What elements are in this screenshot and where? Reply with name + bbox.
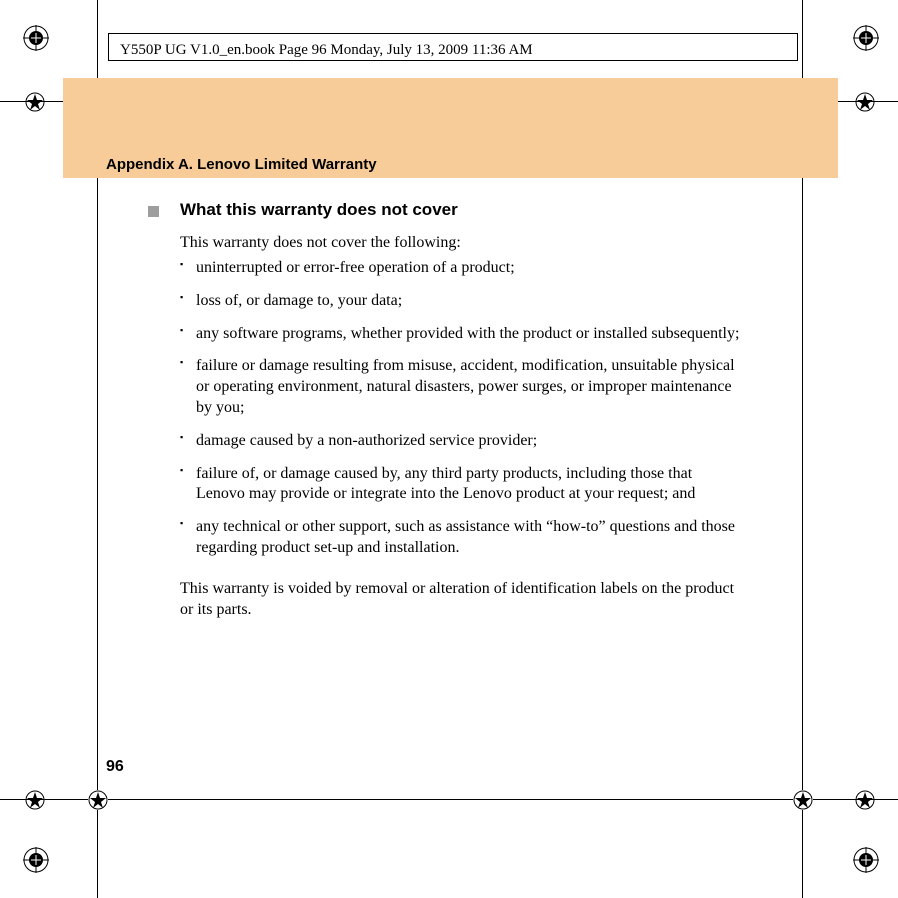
page-number: 96 bbox=[106, 758, 124, 776]
bullet-item: failure of, or damage caused by, any thi… bbox=[180, 464, 740, 506]
registration-mark-bl bbox=[23, 847, 49, 873]
intro-text: This warranty does not cover the followi… bbox=[180, 234, 461, 252]
bullet-item: damage caused by a non-authorized servic… bbox=[180, 431, 740, 452]
section-heading: What this warranty does not cover bbox=[180, 200, 458, 220]
bullet-item: failure or damage resulting from misuse,… bbox=[180, 356, 740, 418]
section-bullet bbox=[148, 206, 159, 217]
header-text: Y550P UG V1.0_en.book Page 96 Monday, Ju… bbox=[120, 42, 533, 59]
appendix-title: Appendix A. Lenovo Limited Warranty bbox=[106, 156, 377, 173]
bullet-item: loss of, or damage to, your data; bbox=[180, 291, 740, 312]
bullet-list: uninterrupted or error-free operation of… bbox=[180, 258, 740, 571]
bullet-item: any technical or other support, such as … bbox=[180, 517, 740, 559]
bullet-item: uninterrupted or error-free operation of… bbox=[180, 258, 740, 279]
registration-mark-br bbox=[853, 847, 879, 873]
bullet-item: any software programs, whether provided … bbox=[180, 324, 740, 345]
registration-mark-tl bbox=[23, 25, 49, 51]
closing-text: This warranty is voided by removal or al… bbox=[180, 579, 740, 621]
registration-mark-tr bbox=[853, 25, 879, 51]
